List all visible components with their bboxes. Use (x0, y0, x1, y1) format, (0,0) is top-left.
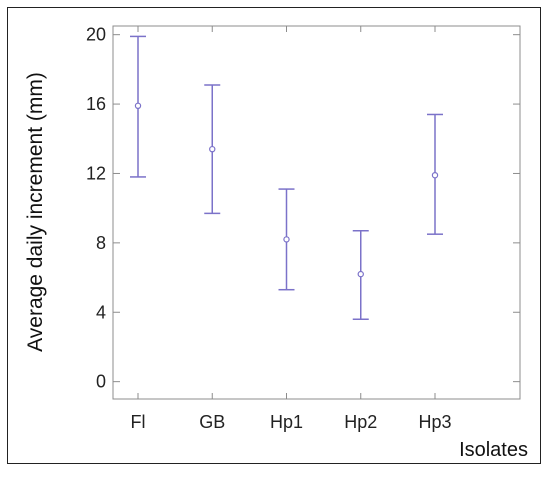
y-tick-label-8: 8 (96, 233, 106, 253)
y-tick-label-20: 20 (86, 25, 106, 45)
x-axis-label: Isolates (459, 439, 528, 461)
y-tick-label-0: 0 (96, 372, 106, 392)
mean-point-Hp3 (431, 171, 439, 179)
x-category-label-Fl: Fl (131, 412, 146, 432)
mean-point-Fl (134, 102, 142, 110)
plot-area (112, 25, 521, 400)
x-category-label-Hp2: Hp2 (344, 412, 377, 432)
y-tick-label-12: 12 (86, 163, 106, 183)
x-category-label-Hp1: Hp1 (270, 412, 303, 432)
y-axis-tick-labels: 0 4 8 12 16 20 (86, 25, 106, 392)
x-category-label-Hp3: Hp3 (418, 412, 451, 432)
y-axis-ticks (113, 34, 520, 383)
mean-point-Hp1 (283, 236, 290, 243)
mean-point-Hp2 (357, 270, 364, 278)
x-category-label-GB: GB (199, 412, 225, 432)
mean-point-GB (209, 145, 216, 153)
y-axis-label: Average daily increment (mm) (24, 72, 47, 352)
y-tick-label-4: 4 (96, 302, 106, 322)
y-tick-label-16: 16 (86, 94, 106, 114)
error-bar-marks (130, 35, 443, 320)
x-axis-category-labels: Fl GB Hp1 Hp2 Hp3 (131, 412, 452, 432)
x-axis-ticks (137, 26, 436, 399)
